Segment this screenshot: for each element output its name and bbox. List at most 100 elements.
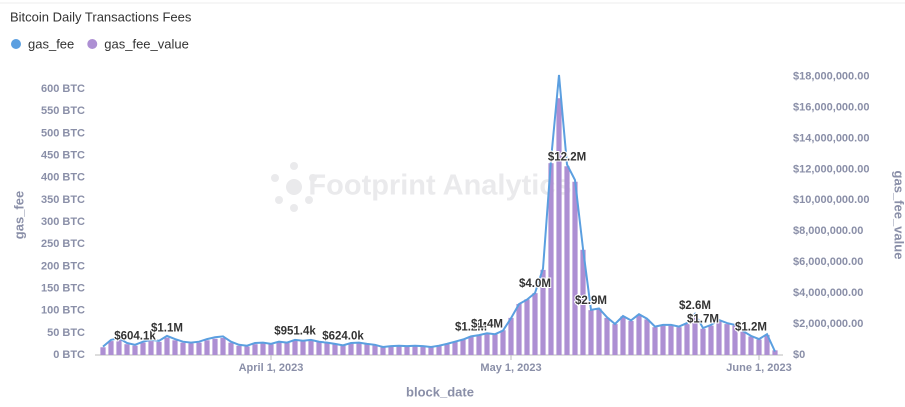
data-label: $1.7M (687, 314, 719, 326)
y2-tick-label: $6,000,000.00 (793, 256, 863, 268)
legend-swatch (87, 39, 98, 49)
bar (116, 339, 122, 355)
bar (724, 324, 730, 355)
bar (348, 343, 354, 355)
bar (772, 350, 778, 355)
bar (532, 293, 538, 355)
bar (500, 330, 506, 355)
bar (244, 346, 250, 355)
data-label: $1.4M (471, 318, 503, 330)
y-tick-label: 50 BTC (47, 327, 85, 339)
bar (700, 328, 706, 355)
bar (436, 345, 442, 355)
legend-label: gas_fee (28, 36, 74, 51)
bar (252, 344, 258, 355)
bar (732, 325, 738, 355)
bar (380, 347, 386, 355)
y-tick-label: 0 BTC (53, 349, 85, 361)
legend-swatch (11, 39, 21, 49)
bar (740, 331, 746, 355)
bar (604, 317, 610, 355)
bar (652, 327, 658, 355)
y2-tick-label: $14,000,000.00 (793, 132, 869, 144)
bar (612, 324, 618, 355)
data-label: $1.2M (455, 321, 487, 333)
y2-tick-label: $16,000,000.00 (793, 101, 869, 113)
bar (756, 339, 762, 355)
y2-axis-title: gas_fee_value (892, 171, 905, 260)
x-tick-label: June 1, 2023 (726, 362, 791, 374)
bar (516, 303, 522, 355)
y-tick-label: 100 BTC (41, 305, 85, 317)
bar (132, 345, 138, 355)
y-tick-label: 350 BTC (41, 194, 85, 206)
y-tick-label: 200 BTC (41, 260, 85, 272)
bar (508, 317, 514, 355)
bar (204, 340, 210, 355)
bar (692, 314, 698, 355)
data-label: $2.9M (575, 295, 607, 307)
bar (588, 310, 594, 355)
data-label: $624.0k (322, 330, 364, 342)
bar (636, 314, 642, 355)
bar (308, 340, 314, 355)
bar (524, 299, 530, 355)
bar (764, 334, 770, 355)
bar (100, 347, 106, 355)
bar (660, 325, 666, 355)
watermark: Footprint Analytics (308, 170, 571, 202)
bar (180, 342, 186, 355)
legend: gas_fee gas_fee_value (11, 36, 189, 51)
y2-tick-label: $12,000,000.00 (793, 163, 869, 175)
y-tick-label: 150 BTC (41, 282, 85, 294)
x-tick-label: April 1, 2023 (239, 362, 304, 374)
bar (188, 343, 194, 355)
y-tick-label: 550 BTC (41, 105, 85, 117)
line (102, 74, 776, 352)
data-label: $2.6M (679, 300, 711, 312)
data-label: $951.4k (274, 325, 316, 337)
bar (708, 325, 714, 355)
bar (276, 341, 282, 355)
bar (172, 340, 178, 355)
bar (444, 344, 450, 355)
chart-title: Bitcoin Daily Transactions Fees (10, 9, 192, 24)
y2-tick-label: $10,000,000.00 (793, 194, 869, 206)
watermark-logo (271, 162, 317, 212)
bar (220, 337, 226, 355)
bar (492, 334, 498, 355)
bar (292, 340, 298, 355)
bar (628, 320, 634, 355)
bar (148, 341, 154, 355)
bar (596, 308, 602, 355)
bar (156, 341, 162, 355)
y-tick-label: 400 BTC (41, 172, 85, 184)
bar (340, 345, 346, 355)
bar (124, 344, 130, 355)
bar (332, 344, 338, 355)
bar (268, 344, 274, 355)
data-label: $1.1M (151, 323, 183, 335)
y2-tick-label: $8,000,000.00 (793, 225, 863, 237)
bar (748, 336, 754, 355)
bar (580, 249, 586, 355)
bar (468, 336, 474, 355)
bar (644, 319, 650, 355)
data-label: $4.0M (519, 278, 551, 290)
y-tick-label: 500 BTC (41, 127, 85, 139)
bar (548, 163, 554, 355)
bar (572, 181, 578, 355)
bar (716, 320, 722, 355)
y2-tick-label: $4,000,000.00 (793, 287, 863, 299)
bar (372, 344, 378, 355)
bar (404, 346, 410, 355)
y2-tick-label: $0 (793, 349, 805, 361)
bar (460, 339, 466, 355)
bar (564, 166, 570, 355)
bar (668, 325, 674, 355)
data-label: $1.2M (735, 321, 767, 333)
data-label: $12.2M (548, 151, 586, 163)
x-axis-title: block_date (406, 384, 474, 399)
